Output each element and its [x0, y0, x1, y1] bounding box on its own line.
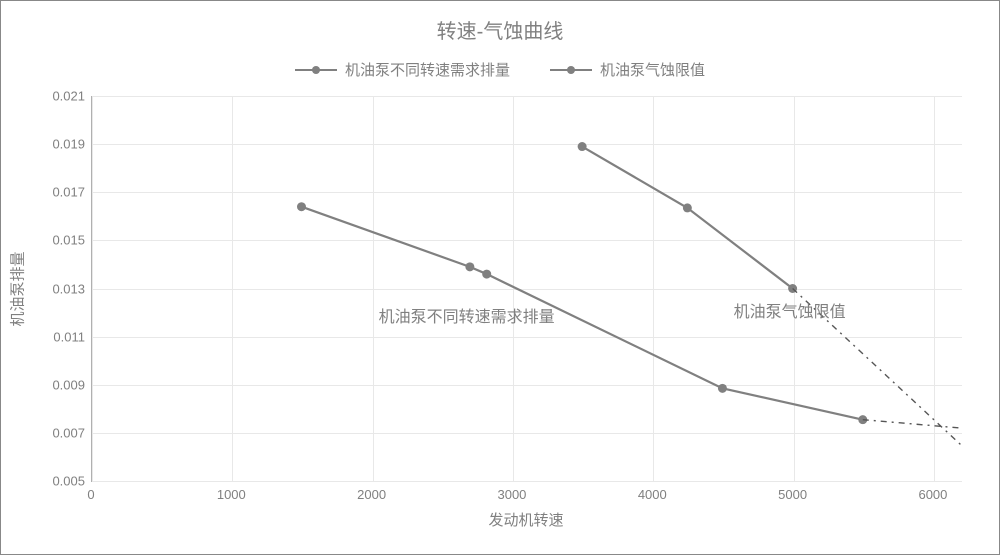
- data-point: [578, 142, 587, 151]
- y-tick-label: 0.021: [52, 89, 85, 104]
- legend-label: 机油泵不同转速需求排量: [345, 59, 510, 80]
- x-axis-label: 发动机转速: [488, 509, 563, 530]
- gridline-h: [92, 481, 962, 482]
- plot-svg: [91, 96, 961, 481]
- x-tick-label: 1000: [217, 487, 246, 502]
- legend-marker: [550, 69, 592, 71]
- data-point: [297, 202, 306, 211]
- y-axis-label: 机油泵排量: [7, 251, 28, 326]
- data-point: [465, 262, 474, 271]
- legend-label: 机油泵气蚀限值: [600, 59, 705, 80]
- y-tick-label: 0.013: [52, 281, 85, 296]
- data-point: [683, 203, 692, 212]
- x-tick-label: 2000: [357, 487, 386, 502]
- x-tick-label: 0: [87, 487, 94, 502]
- legend-item-cavitation: 机油泵气蚀限值: [550, 59, 705, 80]
- y-tick-label: 0.011: [53, 329, 85, 344]
- y-tick-label: 0.005: [52, 474, 85, 489]
- x-tick-label: 5000: [778, 487, 807, 502]
- y-tick-label: 0.009: [52, 377, 85, 392]
- y-tick-label: 0.015: [52, 233, 85, 248]
- series-line: [863, 420, 961, 428]
- y-tick-label: 0.007: [52, 425, 85, 440]
- series-line: [582, 147, 792, 289]
- chart-container: 转速-气蚀曲线 机油泵不同转速需求排量 机油泵气蚀限值 发动机转速 机油泵排量 …: [0, 0, 1000, 555]
- chart-title: 转速-气蚀曲线: [1, 15, 999, 44]
- x-tick-label: 6000: [918, 487, 947, 502]
- legend-item-demand: 机油泵不同转速需求排量: [295, 59, 510, 80]
- y-tick-label: 0.017: [52, 185, 85, 200]
- y-tick-label: 0.019: [52, 137, 85, 152]
- series-annotation: 机油泵气蚀限值: [734, 298, 846, 322]
- data-point: [482, 270, 491, 279]
- series-annotation: 机油泵不同转速需求排量: [379, 303, 555, 327]
- data-point: [718, 384, 727, 393]
- legend-marker: [295, 69, 337, 71]
- x-tick-label: 3000: [497, 487, 526, 502]
- x-tick-label: 4000: [638, 487, 667, 502]
- legend: 机油泵不同转速需求排量 机油泵气蚀限值: [1, 59, 999, 80]
